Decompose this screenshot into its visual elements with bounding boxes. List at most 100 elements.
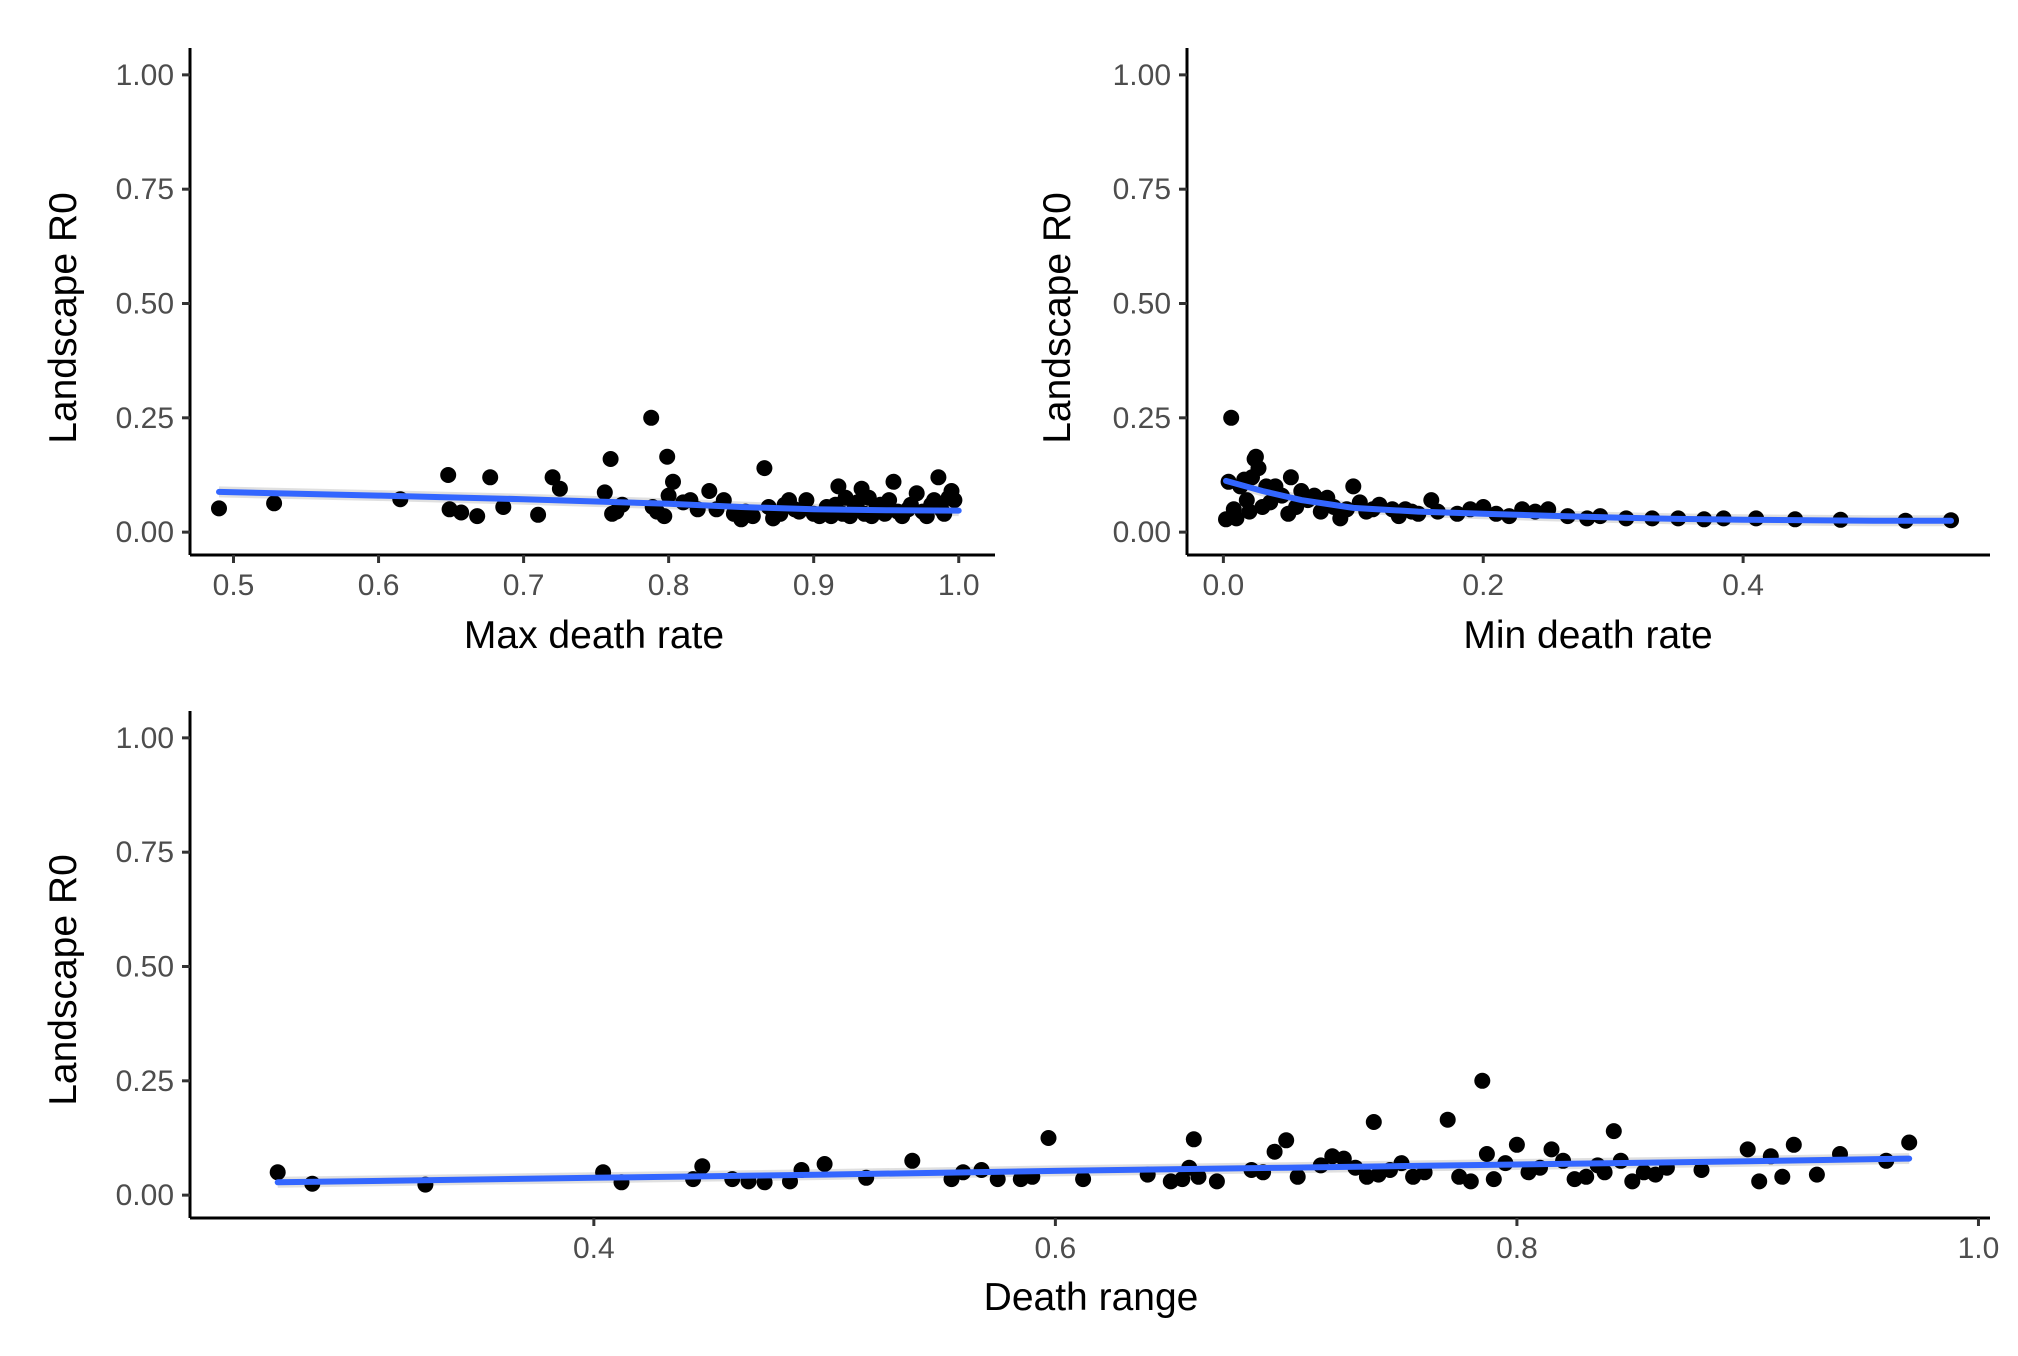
data-point (701, 483, 718, 499)
data-point (665, 473, 681, 490)
data-point (1241, 503, 1258, 520)
data-point (1262, 494, 1279, 511)
data-point (1647, 1166, 1664, 1183)
data-point (1774, 1168, 1791, 1185)
data-point (1250, 460, 1267, 477)
y-tick-label: 0.75 (1113, 173, 1171, 206)
data-point (1605, 1123, 1622, 1140)
data-point (1485, 1171, 1502, 1188)
data-point (1266, 1143, 1283, 1160)
x-tick-label: 0.5 (213, 569, 255, 602)
x-tick-label: 0.0 (1203, 569, 1245, 602)
y-tick-label: 0.00 (116, 516, 174, 549)
data-point (269, 1164, 286, 1181)
y-axis-title: Landscape R0 (42, 192, 85, 444)
data-point (830, 478, 847, 495)
data-point (656, 508, 673, 525)
y-axis-title: Landscape R0 (42, 854, 85, 1106)
data-point (1289, 1168, 1306, 1185)
data-point (904, 1152, 921, 1169)
data-point (266, 495, 283, 512)
x-tick-label: 1.0 (1958, 1232, 2000, 1265)
data-point (1282, 469, 1299, 486)
y-tick-label: 0.00 (116, 1179, 174, 1212)
y-tick-label: 0.25 (116, 402, 174, 435)
data-point (1075, 1171, 1092, 1188)
data-point (1693, 1162, 1710, 1178)
x-tick-label: 0.6 (358, 569, 400, 602)
data-point (469, 508, 486, 525)
data-point (1228, 510, 1245, 527)
data-point (1578, 1168, 1595, 1185)
data-point (659, 448, 676, 465)
data-point (908, 485, 925, 502)
data-point (756, 460, 773, 477)
data-point (211, 500, 227, 517)
y-tick-label: 0.25 (1113, 402, 1171, 435)
data-point (930, 469, 947, 486)
trend-line (274, 1155, 1913, 1186)
data-point (1543, 1141, 1560, 1158)
data-point (1365, 1114, 1382, 1130)
data-point (989, 1171, 1006, 1188)
x-tick-label: 0.7 (503, 569, 545, 602)
data-point (1040, 1130, 1057, 1146)
x-tick-label: 0.9 (793, 569, 835, 602)
data-point (1478, 1146, 1495, 1162)
data-point (694, 1158, 711, 1175)
data-point (1312, 503, 1329, 520)
y-tick-label: 0.50 (116, 951, 174, 984)
y-tick-label: 0.50 (1113, 288, 1171, 321)
x-axis-title: Max death rate (464, 614, 724, 657)
data-point (1335, 1150, 1352, 1167)
x-tick-label: 0.6 (1035, 1232, 1077, 1265)
data-point (1208, 1173, 1225, 1190)
panel-min-death-rate: Landscape R0 Min death rate 0.00 0.25 0.50… (1036, 48, 1990, 657)
data-point (1596, 1164, 1613, 1181)
data-point (1439, 1111, 1456, 1128)
y-tick-label: 0.75 (116, 836, 174, 869)
y-tick-label: 0.50 (116, 288, 174, 321)
y-tick-label: 1.00 (116, 722, 174, 755)
data-point (1288, 499, 1305, 515)
data-point (1624, 1173, 1641, 1190)
data-point (1223, 409, 1240, 426)
data-point (816, 1156, 833, 1172)
data-point (1190, 1168, 1207, 1185)
x-tick-label: 1.0 (938, 569, 980, 602)
data-point (643, 409, 660, 426)
y-tick-label: 0.25 (116, 1065, 174, 1098)
data-point (1345, 478, 1362, 495)
data-point (1739, 1141, 1756, 1158)
data-point (1474, 1072, 1491, 1089)
data-point (660, 487, 677, 504)
x-tick-label: 0.2 (1462, 569, 1504, 602)
data-point (1278, 1132, 1295, 1149)
data-point (885, 473, 902, 490)
data-point (798, 492, 815, 509)
trend-line (216, 488, 962, 514)
y-axis-title: Landscape R0 (1036, 192, 1079, 444)
data-point (1508, 1136, 1525, 1153)
data-point (881, 492, 898, 509)
data-point (1901, 1134, 1918, 1151)
data-point (453, 504, 470, 521)
x-axis-title: Min death rate (1463, 614, 1712, 657)
data-point (544, 469, 561, 486)
data-point (495, 499, 512, 515)
y-tick-label: 0.00 (1113, 516, 1171, 549)
x-tick-label: 0.4 (573, 1232, 615, 1265)
data-point (946, 492, 963, 509)
y-tick-label: 0.75 (116, 173, 174, 206)
data-point (551, 480, 568, 497)
data-point (440, 467, 457, 483)
data-point (1185, 1131, 1202, 1148)
data-point (602, 451, 619, 467)
y-tick-label: 1.00 (1113, 59, 1171, 92)
data-point (1808, 1166, 1825, 1183)
data-point (596, 484, 613, 501)
data-point (744, 508, 761, 525)
data-point (1751, 1173, 1768, 1190)
panel-death-range: Landscape R0 Death range 0.00 0.25 0.50 0.7… (42, 711, 1999, 1319)
